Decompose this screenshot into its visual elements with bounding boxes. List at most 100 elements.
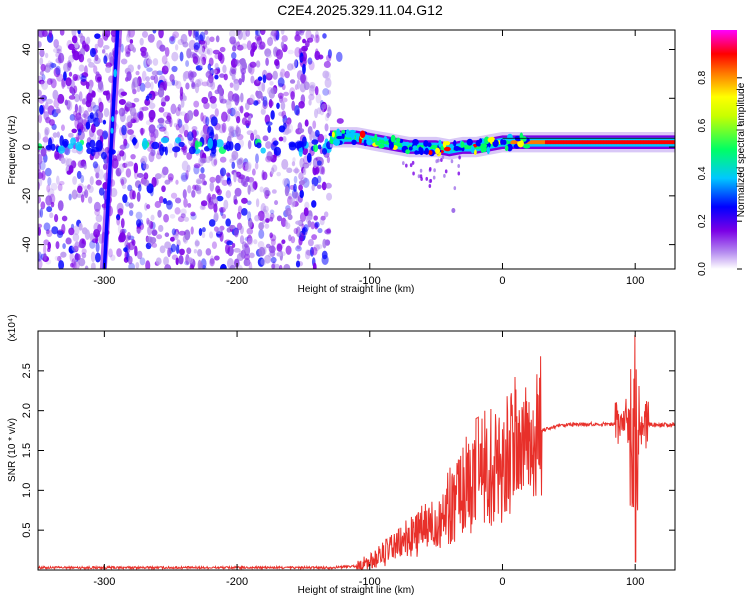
spectrogram-noise-mark — [193, 100, 200, 108]
spectrogram-blip — [294, 141, 303, 149]
spectrogram-noise-mark — [54, 214, 59, 223]
spectrogram-noise-mark — [247, 237, 254, 246]
spectrogram-band-speckle — [506, 133, 513, 142]
spectrogram-noise-mark — [58, 260, 65, 269]
spectrogram-band-core — [592, 140, 596, 145]
spectrogram-noise-mark — [313, 244, 320, 251]
spectrogram-noise-mark — [312, 262, 317, 269]
spectrogram-noise-mark — [190, 211, 196, 217]
spectrogram-noise-mark — [226, 240, 234, 246]
spectrogram-band-core — [380, 139, 384, 144]
spectrogram-band-core — [406, 144, 410, 149]
spectrogram-noise-mark — [120, 91, 128, 97]
spectrogram-band-speckle — [453, 140, 457, 147]
spectrogram-noise-mark — [49, 63, 57, 68]
spectrogram-band-speckle — [519, 132, 524, 141]
spectrogram-noise-mark — [58, 52, 65, 64]
spectrogram-noise-mark — [302, 63, 306, 75]
spectrogram-noise-mark — [178, 255, 184, 265]
spectrogram-band-speckle — [435, 147, 441, 155]
spectrogram-noise-mark — [219, 175, 223, 183]
spectrogram-noise-mark — [255, 198, 260, 208]
spectrogram-noise-mark — [131, 239, 136, 246]
spectrogram-noise-mark — [92, 161, 99, 169]
spectrogram-noise-mark — [244, 243, 249, 248]
spectrogram-noise-mark — [268, 245, 276, 254]
spectrogram-tail-mark — [457, 164, 460, 169]
snr-xlabel: Height of straight line (km) — [298, 585, 415, 596]
spectrogram-noise-mark — [94, 54, 99, 62]
spectrogram-band-speckle — [412, 145, 418, 149]
spectrogram-noise-mark — [103, 55, 108, 65]
spectrogram-noise-mark — [302, 177, 310, 189]
spectrogram-noise-mark — [229, 36, 236, 45]
spectrogram-noise-mark — [39, 104, 44, 115]
spectrogram-noise-mark — [81, 248, 87, 255]
spectrogram-noise-mark — [40, 80, 45, 87]
spectrogram-noise-mark — [91, 90, 96, 98]
spectrogram-noise-mark — [139, 127, 146, 135]
spectrogram-blip — [108, 148, 114, 156]
spectrogram-band-core — [637, 140, 641, 145]
spectrogram-noise-mark — [71, 128, 78, 134]
spectrogram-blip — [174, 137, 182, 144]
spectrogram-noise-mark — [241, 117, 248, 126]
spectrogram-band-core — [465, 145, 469, 150]
spectrogram-noise-mark — [210, 102, 218, 109]
spectrogram-blip — [272, 140, 279, 146]
spectrogram-blip — [86, 147, 93, 155]
spectrogram-band-speckle — [526, 138, 530, 142]
spectrogram-noise-mark — [162, 197, 167, 205]
spectrogram-noise-mark — [55, 51, 62, 58]
spectrogram-noise-mark — [303, 81, 310, 91]
spectrogram-noise-mark — [280, 101, 286, 111]
spectrogram-noise-mark — [326, 192, 333, 201]
spectrogram-noise-mark — [54, 153, 62, 159]
spectrogram-noise-mark — [205, 36, 211, 46]
spectrogram-noise-mark — [234, 187, 242, 197]
spectrogram-noise-mark — [38, 154, 43, 165]
spectrogram-band-speckle — [483, 136, 490, 145]
spectrogram-y-tick-label: 20 — [21, 92, 33, 104]
spectrogram-noise-mark — [139, 37, 144, 46]
spectrogram-noise-mark — [198, 39, 206, 45]
spectrogram-band-core — [475, 145, 479, 150]
spectrogram-noise-mark — [83, 110, 89, 120]
spectrogram-noise-mark — [94, 208, 101, 216]
spectrogram-noise-mark — [282, 135, 287, 143]
spectrogram-noise-mark — [249, 94, 255, 104]
spectrogram-band-core — [441, 146, 445, 150]
spectrogram-noise-mark — [200, 129, 207, 140]
spectrogram-noise-mark — [301, 45, 308, 52]
spectrogram-noise-mark — [49, 119, 55, 126]
spectrogram-noise-mark — [221, 179, 229, 186]
spectrogram-noise-mark — [170, 236, 175, 242]
spectrogram-noise-mark — [276, 102, 280, 109]
spectrogram-noise-mark — [161, 55, 168, 65]
spectrogram-noise-mark — [272, 70, 278, 80]
spectrogram-noise-mark — [57, 93, 65, 104]
spectrogram-noise-mark — [232, 106, 238, 117]
spectrogram-noise-mark — [239, 225, 244, 235]
spectrogram-band-core — [560, 140, 564, 145]
spectrogram-noise-mark — [61, 223, 66, 235]
spectrogram-noise-mark — [48, 30, 53, 39]
spectrogram-band-core — [635, 140, 639, 145]
spectrogram-tail-mark — [440, 158, 443, 163]
spectrogram-blip — [203, 146, 210, 152]
spectrogram-noise-mark — [215, 174, 221, 184]
spectrogram-band-speckle — [473, 149, 477, 156]
spectrogram-noise-mark — [78, 257, 86, 267]
spectrogram-band-speckle — [375, 140, 380, 146]
spectrogram-tail-mark — [405, 163, 408, 168]
spectrogram-noise-mark — [209, 95, 217, 104]
spectrogram-noise-mark — [192, 30, 196, 39]
spectrogram-noise-mark — [199, 57, 204, 69]
spectrogram-noise-mark — [274, 200, 279, 206]
spectrogram-noise-mark — [154, 173, 162, 180]
spectrogram-noise-mark — [276, 171, 281, 177]
spectrogram-band-core — [619, 140, 623, 145]
spectrogram-noise-mark — [43, 244, 47, 255]
spectrogram-noise-mark — [167, 173, 174, 181]
spectrogram-noise-mark — [146, 183, 154, 194]
